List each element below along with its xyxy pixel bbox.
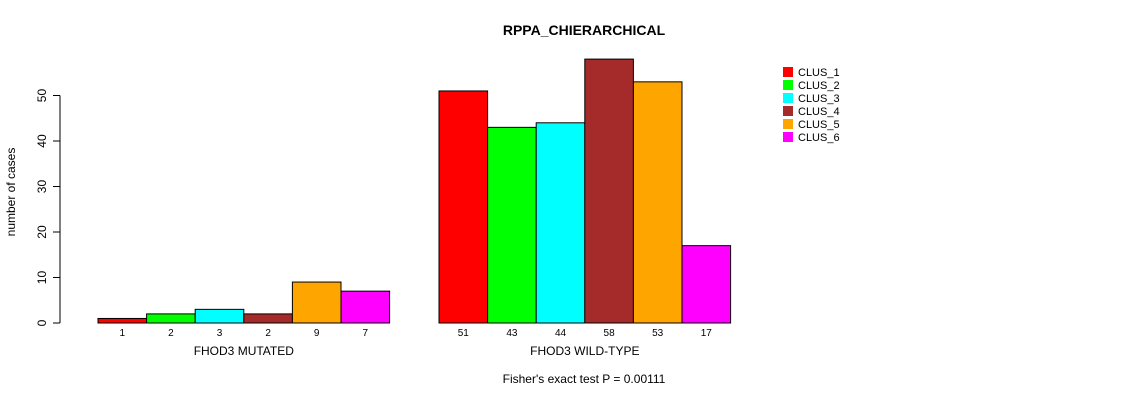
- legend-label: CLUS_6: [798, 132, 840, 144]
- y-tick-label: 50: [35, 89, 49, 103]
- bar-clus-6: [340, 290, 391, 324]
- y-tick-label: 30: [35, 180, 49, 194]
- bar-clus-2: [146, 313, 196, 324]
- bar-clus-2: [487, 126, 537, 324]
- y-tick-label: 40: [35, 134, 49, 148]
- y-tick-label: 0: [35, 319, 49, 326]
- y-axis: 0 10 20 30 40 50: [35, 89, 61, 326]
- legend-swatch: [783, 67, 793, 77]
- y-axis-label: number of cases: [4, 148, 18, 237]
- legend-swatch: [783, 106, 793, 116]
- bar-count-label: 2: [265, 328, 271, 339]
- bar-clus-5: [632, 81, 683, 324]
- group-labels: FHOD3 MUTATED FHOD3 WILD-TYPE: [194, 344, 640, 358]
- legend-label: CLUS_3: [798, 93, 840, 105]
- y-tick-label: 20: [35, 225, 49, 239]
- bar-count-label: 3: [217, 328, 223, 339]
- bar-count-label: 44: [555, 328, 567, 339]
- group-label: FHOD3 MUTATED: [194, 344, 295, 358]
- bar-count-label: 43: [506, 328, 518, 339]
- y-tick-label: 10: [35, 271, 49, 285]
- legend-swatch: [783, 80, 793, 90]
- bar-clus-3: [194, 308, 245, 324]
- legend-label: CLUS_5: [798, 119, 840, 131]
- chart-title: RPPA_CHIERARCHICAL: [503, 22, 666, 38]
- fisher-test-footnote: Fisher's exact test P = 0.00111: [503, 372, 666, 386]
- bar-clus-4: [584, 58, 634, 324]
- bar-clus-4: [243, 313, 293, 324]
- bar-count-label: 17: [701, 328, 713, 339]
- bar-clus-6: [681, 245, 732, 324]
- bars: [97, 58, 732, 324]
- group-label: FHOD3 WILD-TYPE: [530, 344, 639, 358]
- legend-swatch: [783, 119, 793, 129]
- bar-count-label: 1: [120, 328, 126, 339]
- bar-count-label: 7: [363, 328, 369, 339]
- legend-swatch: [783, 93, 793, 103]
- bar-clus-3: [535, 122, 586, 324]
- legend-label: CLUS_4: [798, 106, 840, 118]
- bar-clus-1: [438, 90, 489, 324]
- count-labels: 1 2 3 2 9 7 51 43 44 58 53 17: [120, 328, 713, 339]
- bar-count-label: 51: [458, 328, 470, 339]
- bar-clus-1: [97, 317, 148, 324]
- legend-label: CLUS_2: [798, 80, 840, 92]
- bar-clus-5: [291, 281, 342, 324]
- bar-count-label: 9: [314, 328, 320, 339]
- bar-count-label: 58: [604, 328, 616, 339]
- legend-swatch: [783, 132, 793, 142]
- legend-label: CLUS_1: [798, 67, 840, 79]
- bar-count-label: 53: [652, 328, 664, 339]
- bar-count-label: 2: [168, 328, 174, 339]
